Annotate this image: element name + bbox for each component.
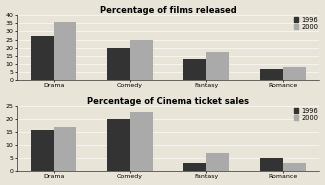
- Bar: [54, 127, 76, 171]
- Legend: 1996, 2000: 1996, 2000: [294, 108, 318, 121]
- Bar: [183, 59, 206, 80]
- Bar: [107, 119, 130, 171]
- Bar: [31, 130, 54, 171]
- Bar: [206, 153, 229, 171]
- Title: Percentage of Cinema ticket sales: Percentage of Cinema ticket sales: [87, 97, 249, 106]
- Bar: [130, 40, 153, 80]
- Bar: [206, 52, 229, 80]
- Title: Percentage of films released: Percentage of films released: [100, 6, 237, 15]
- Bar: [260, 158, 283, 171]
- Legend: 1996, 2000: 1996, 2000: [294, 17, 318, 30]
- Bar: [107, 48, 130, 80]
- Bar: [260, 69, 283, 80]
- Bar: [130, 112, 153, 171]
- Bar: [31, 36, 54, 80]
- Bar: [183, 163, 206, 171]
- Bar: [283, 67, 306, 80]
- Bar: [283, 163, 306, 171]
- Bar: [54, 22, 76, 80]
